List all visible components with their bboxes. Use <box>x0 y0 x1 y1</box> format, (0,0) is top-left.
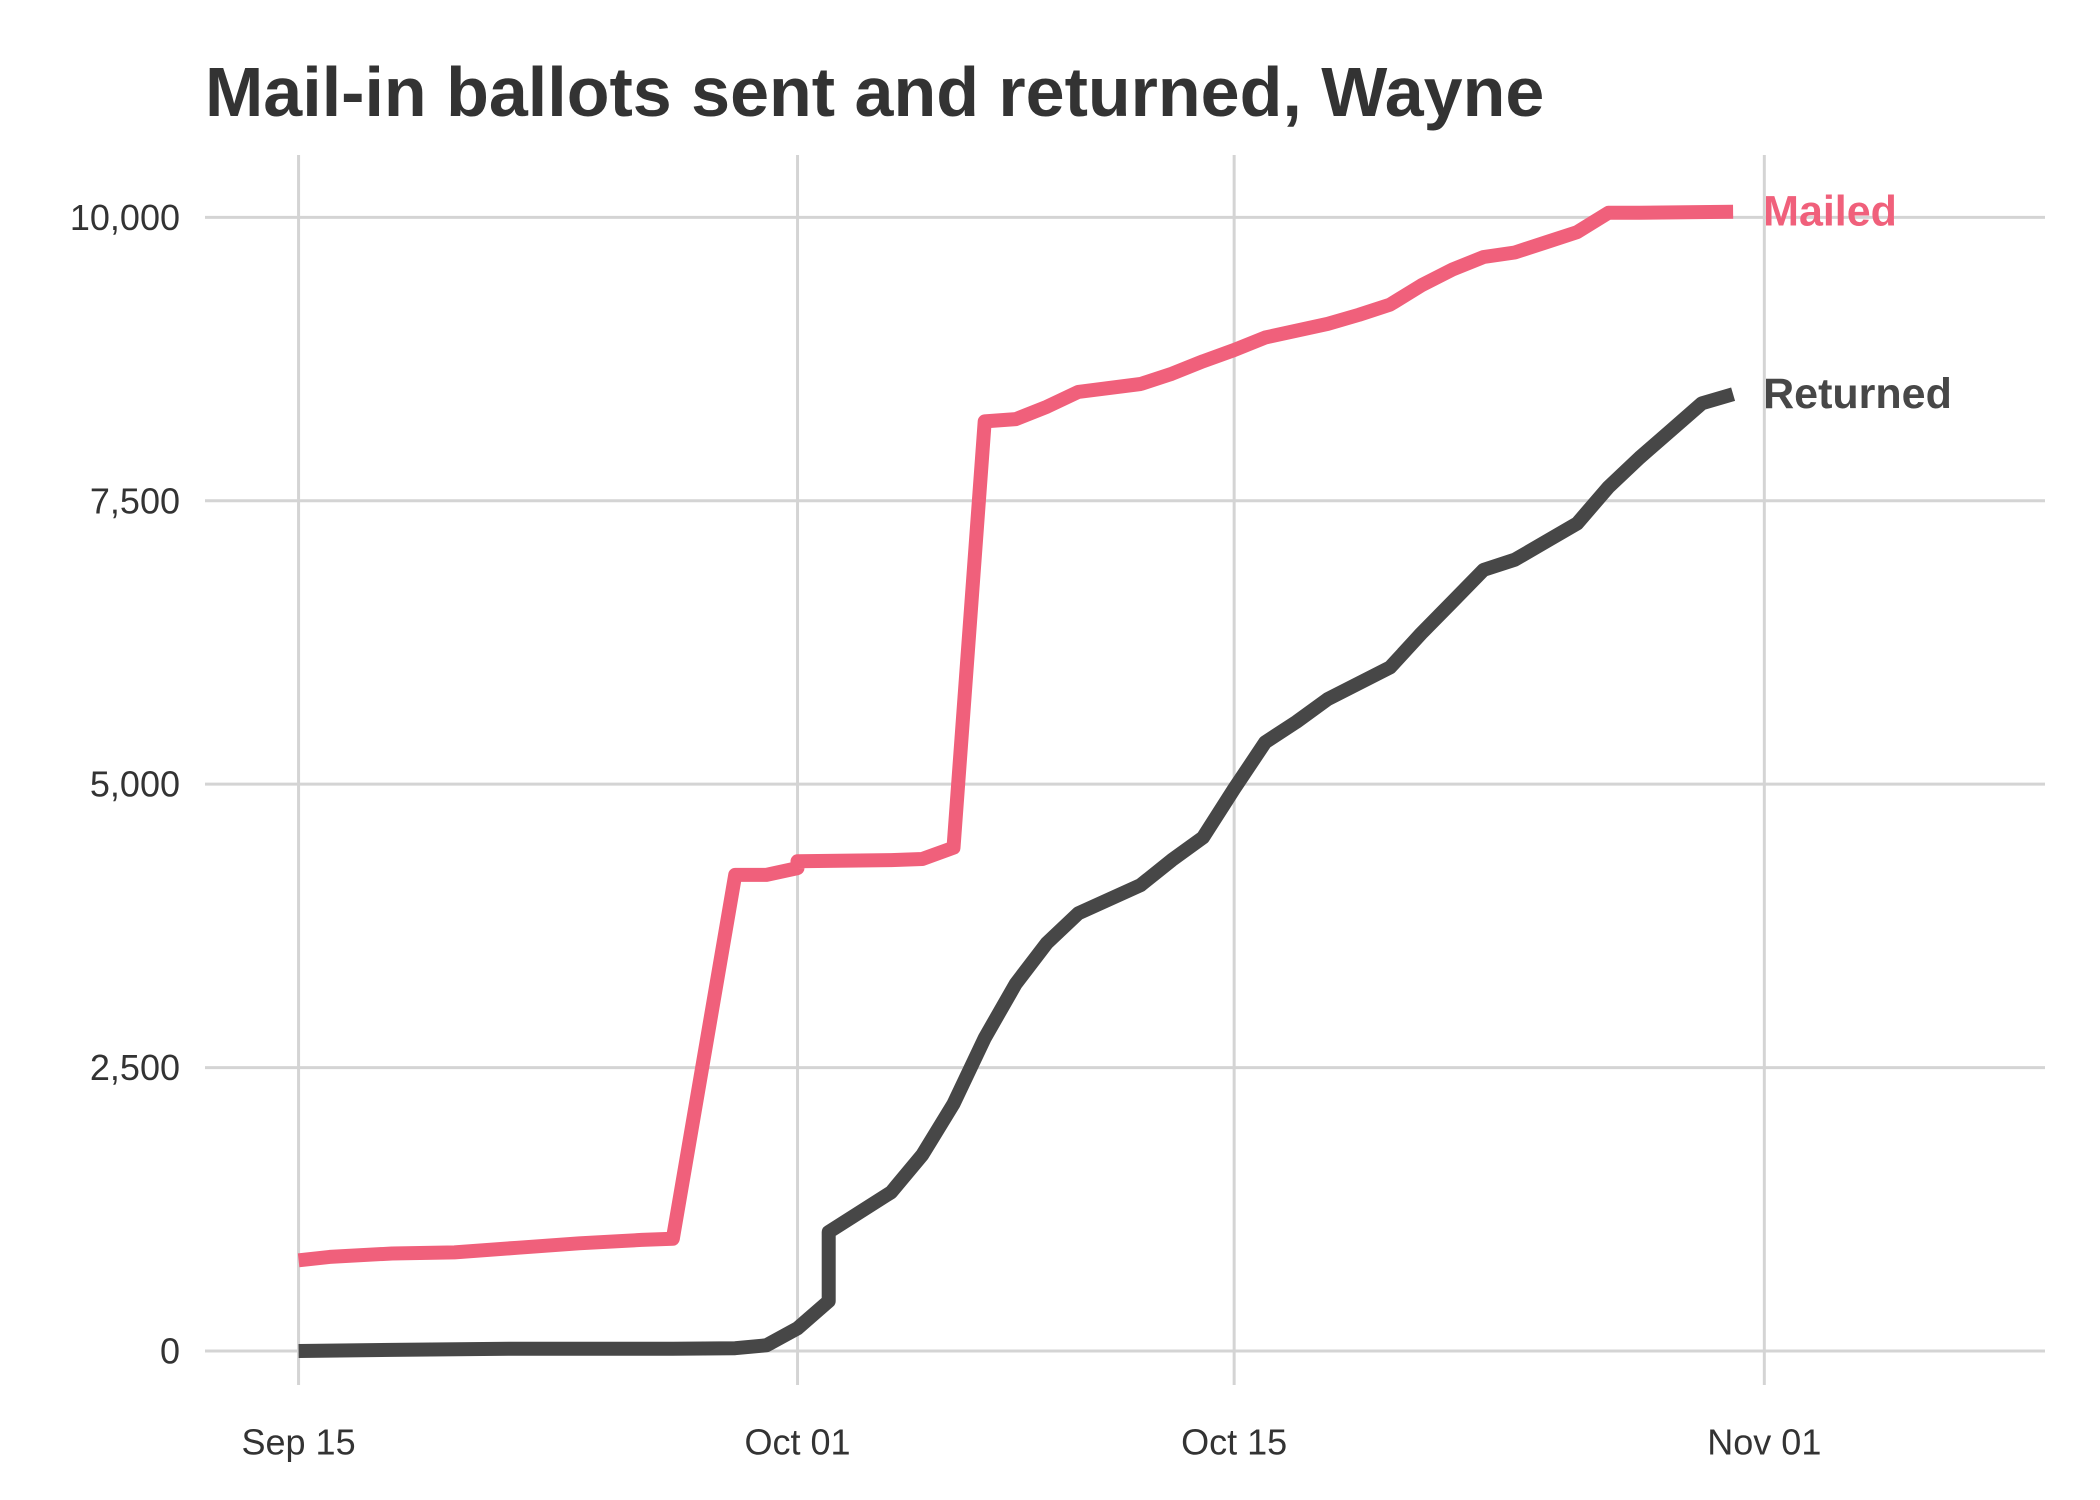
series-line-mailed <box>297 204 1734 1268</box>
y-tick-label-3: 7,500 <box>90 480 180 521</box>
chart-title: Mail-in ballots sent and returned, Wayne <box>205 53 1545 131</box>
x-tick-label-1: Oct 01 <box>745 1422 851 1463</box>
series-label-mailed: Mailed <box>1763 188 1897 236</box>
x-tick-label-3: Nov 01 <box>1707 1422 1821 1463</box>
x-tick-label-2: Oct 15 <box>1181 1422 1287 1463</box>
x-axis-tick-labels: Sep 15 Oct 01 Oct 15 Nov 01 <box>242 1422 1822 1463</box>
y-tick-label-4: 10,000 <box>70 197 180 238</box>
y-tick-label-0: 0 <box>160 1330 180 1371</box>
y-axis-tick-labels: 0 2,500 5,000 7,500 10,000 <box>70 197 180 1372</box>
x-gridlines <box>297 155 1766 1385</box>
y-tick-label-1: 2,500 <box>90 1047 180 1088</box>
series-label-returned: Returned <box>1763 370 1952 418</box>
series-line-returned <box>298 387 1736 1358</box>
x-tick-label-0: Sep 15 <box>242 1422 356 1463</box>
series-end-labels: Mailed Returned <box>1763 188 1952 419</box>
y-tick-label-2: 5,000 <box>90 764 180 805</box>
series-lines <box>297 204 1736 1358</box>
